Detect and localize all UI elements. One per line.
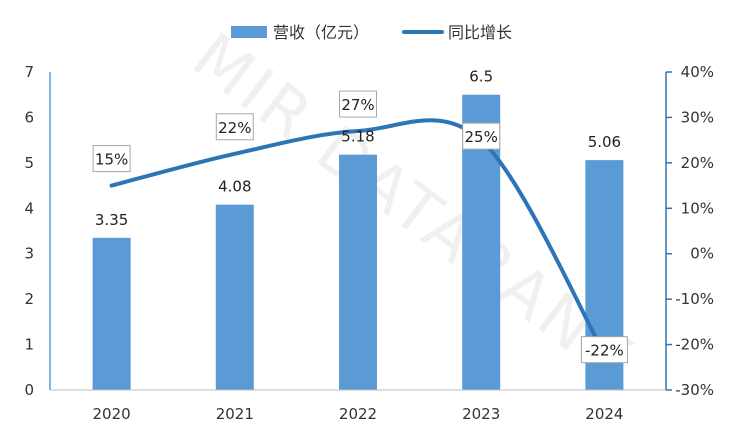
- x-tick-label: 2020: [93, 405, 131, 423]
- x-axis: 2020 2021 2022 2023 2024: [93, 405, 624, 423]
- left-axis: 0 1 2 3 4 5 6 7: [24, 63, 34, 399]
- right-tick-label: 40%: [681, 63, 714, 81]
- left-tick-label: 2: [24, 290, 34, 308]
- bar: [215, 204, 254, 390]
- bar-value-label: 4.08: [218, 178, 251, 196]
- right-tick-label: 20%: [681, 154, 714, 172]
- bar: [92, 237, 131, 390]
- x-tick-label: 2024: [585, 405, 623, 423]
- pct-value-label: -22%: [585, 342, 624, 360]
- right-tick-label: -30%: [675, 381, 714, 399]
- bar-value-label: 5.06: [588, 133, 621, 151]
- pct-value-label: 15%: [95, 151, 128, 169]
- right-tick-label: -20%: [675, 336, 714, 354]
- pct-label-box: [339, 90, 377, 118]
- left-tick-label: 4: [24, 199, 34, 217]
- right-axis: -30% -20% -10% 0% 10% 20% 30% 40%: [666, 63, 714, 399]
- left-tick-label: 0: [24, 381, 34, 399]
- right-tick-label: 10%: [681, 199, 714, 217]
- legend-bar-label: 营收（亿元）: [273, 23, 369, 42]
- right-tick-label: 30%: [681, 108, 714, 126]
- bar-value-label: 5.18: [341, 128, 374, 146]
- pct-label-box: [92, 145, 131, 173]
- axis-lines: [49, 72, 667, 391]
- left-tick-label: 3: [24, 245, 34, 263]
- bar-value-label: 3.35: [95, 211, 128, 229]
- pct-data-labels: 15% 22% 27% 25% -22%: [92, 90, 628, 364]
- growth-point: [234, 153, 236, 155]
- right-tick-label: 0%: [690, 245, 714, 263]
- growth-point: [111, 185, 113, 187]
- x-tick-label: 2022: [339, 405, 377, 423]
- pct-label-box: [580, 336, 628, 364]
- growth-point: [357, 130, 359, 132]
- pct-label-box: [215, 113, 254, 141]
- bar-value-label: 6.5: [469, 68, 493, 86]
- x-tick-label: 2021: [216, 405, 254, 423]
- legend-line-label: 同比增长: [448, 23, 512, 42]
- left-tick-label: 6: [24, 108, 34, 126]
- left-tick-label: 5: [24, 154, 34, 172]
- legend: 营收（亿元） 同比增长: [231, 23, 512, 42]
- left-tick-label: 1: [24, 336, 34, 354]
- left-tick-label: 7: [24, 63, 34, 81]
- legend-bar-swatch: [231, 26, 267, 38]
- bar-data-labels: 3.35 4.08 5.18 6.5 5.06: [95, 68, 621, 229]
- pct-value-label: 25%: [465, 128, 498, 146]
- bar: [339, 154, 377, 390]
- right-tick-label: -10%: [675, 290, 714, 308]
- pct-value-label: 27%: [341, 96, 374, 114]
- x-tick-label: 2023: [462, 405, 500, 423]
- pct-value-label: 22%: [218, 119, 251, 137]
- growth-line: [109, 118, 607, 356]
- pct-label-box: [462, 122, 501, 150]
